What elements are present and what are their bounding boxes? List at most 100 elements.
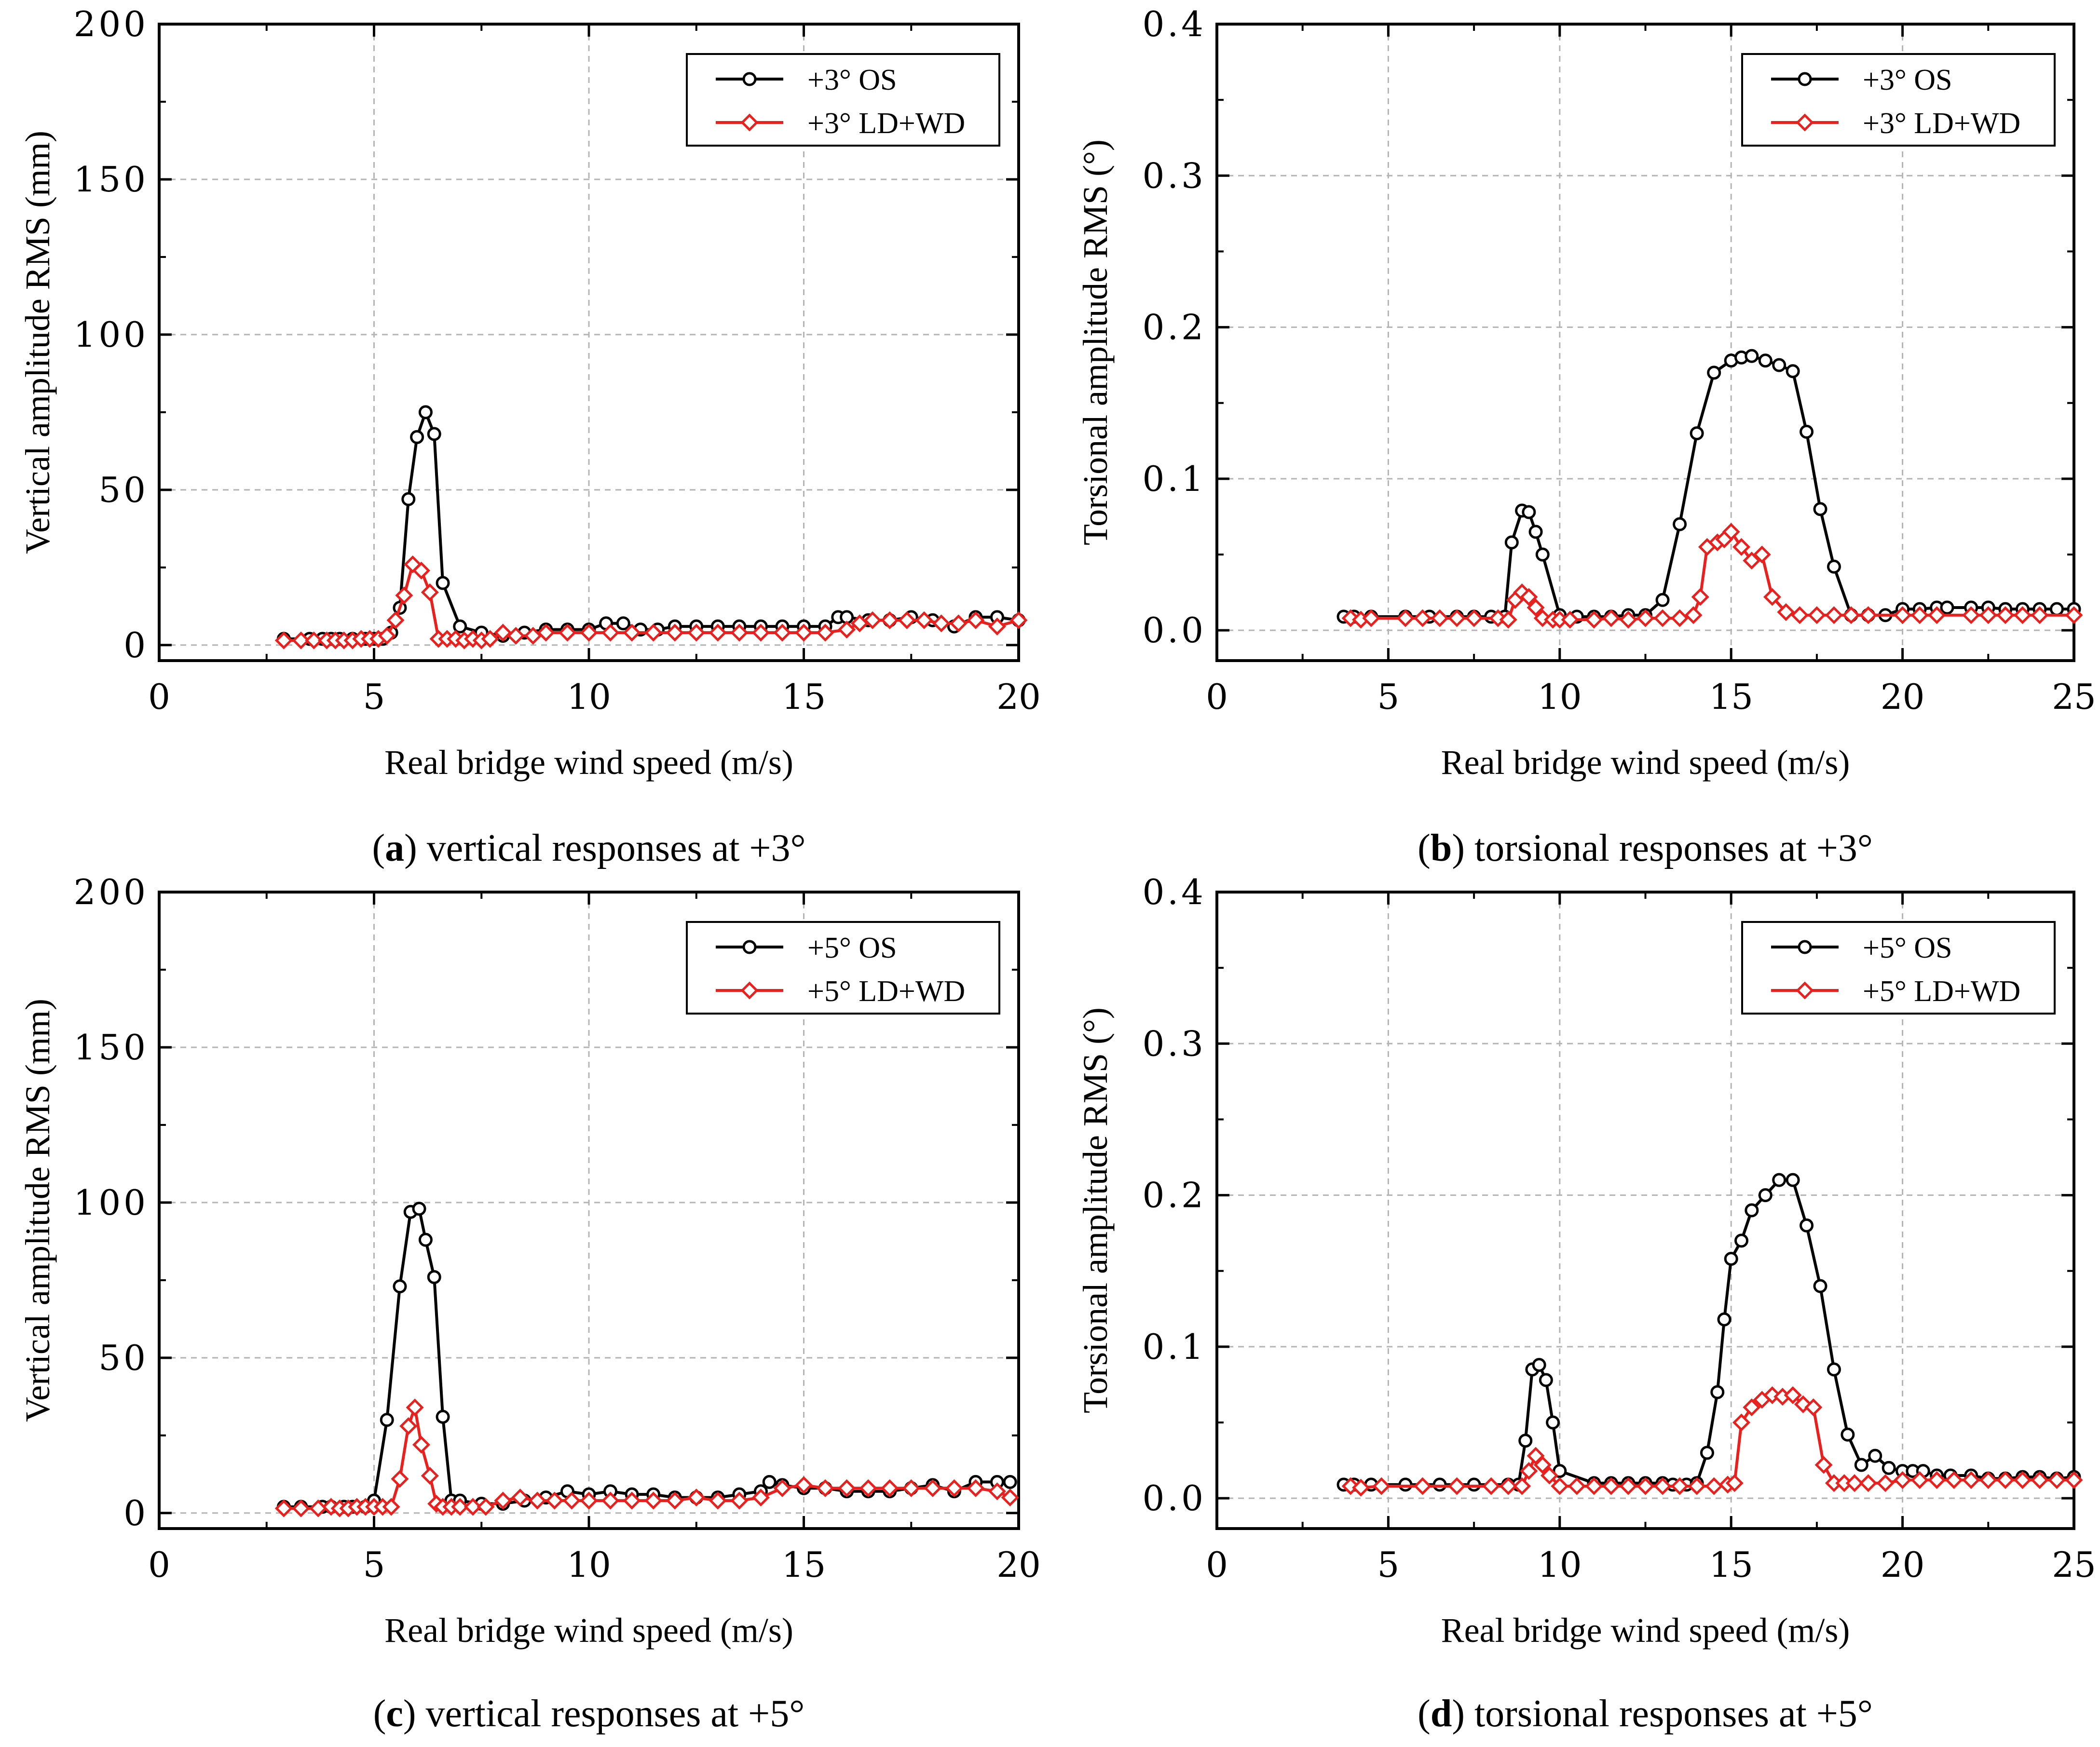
data-point [1786,364,1800,379]
data-point [1859,606,1878,624]
x-tick-label: 20 [996,1544,1041,1585]
data-point [740,981,759,1000]
data-point [1568,1477,1586,1495]
panel-caption: (d) torsional responses at +5° [1418,1693,1873,1735]
panel-caption: (b) torsional responses at +3° [1418,827,1873,869]
data-point [687,1489,706,1507]
data-point [1800,1218,1814,1232]
data-point [1758,1188,1773,1203]
x-tick-label: 20 [1881,677,1925,717]
data-point [1540,1466,1559,1485]
data-point [1482,1477,1500,1495]
data-point [1527,598,1545,617]
data-point [644,623,663,642]
legend-label: +5° LD+WD [807,975,965,1008]
data-point [932,614,951,633]
data-point [1707,366,1721,380]
data-point [1845,1474,1864,1492]
data-point [1655,593,1670,607]
data-point [391,1470,409,1488]
data-point [1520,1462,1538,1480]
data-point [1928,606,1946,624]
x-tick-label: 20 [996,677,1041,717]
y-tick-label: 0.4 [1142,4,1206,44]
data-point [1798,72,1812,86]
y-tick-label: 0.3 [1142,155,1206,196]
data-point [709,623,727,642]
data-point [580,1491,598,1510]
y-axis-label: Vertical amplitude RMS (mm) [18,999,57,1422]
legend: +5° OS +5° LD+WD [1741,921,2056,1015]
y-tick-label: 0.1 [1142,459,1206,499]
data-point [1705,1477,1723,1495]
data-point [1465,609,1483,627]
data-point [378,626,396,645]
data-point [292,1499,310,1517]
y-tick-label: 100 [74,314,149,355]
x-tick-label: 0 [148,1544,170,1585]
data-point [562,1491,581,1510]
data-point [1945,1471,1963,1489]
data-point [1688,1477,1706,1495]
y-axis-label: Torsional amplitude RMS (°) [1076,139,1115,545]
data-point [816,623,834,642]
data-point [511,1489,529,1507]
x-tick-label: 25 [2052,1544,2096,1585]
data-point [436,576,450,590]
data-point [902,1479,920,1497]
data-point [380,1413,394,1427]
data-point [623,623,641,642]
x-tick-label: 10 [1538,1544,1582,1585]
x-axis-label: Real bridge wind speed (m/s) [384,1611,793,1650]
data-point [1520,588,1538,606]
data-point [274,1499,293,1517]
data-point [1743,552,1761,570]
data-point [1722,523,1740,541]
x-tick-label: 5 [1377,677,1399,717]
data-point [644,1491,663,1510]
data-point [1841,1427,1855,1442]
data-point [1882,1461,1896,1475]
data-point [881,1479,899,1497]
data-point [687,623,706,642]
data-point [580,623,598,642]
data-point [1003,1475,1017,1489]
data-point [453,619,467,634]
y-tick-label: 100 [74,1182,149,1223]
data-point [436,1409,450,1424]
data-point [1804,1398,1823,1417]
data-point [1352,1478,1370,1497]
data-point [1499,610,1517,629]
data-point [494,623,512,642]
data-point [988,617,1006,636]
data-point [1800,424,1814,439]
data-point [477,1498,495,1516]
data-point [1796,981,1814,1000]
data-point [924,1479,942,1497]
data-point [1532,1358,1546,1372]
data-point [1894,606,1912,624]
x-tick-label: 5 [363,1544,385,1585]
data-point [742,940,757,954]
data-point [1710,1385,1725,1399]
y-axis-label: Vertical amplitude RMS (mm) [18,131,57,554]
data-point [1910,1471,1929,1489]
series-ld-wd [1341,1386,2083,1497]
data-point [915,611,933,629]
legend-box [686,921,1000,1015]
data-point [1894,1471,1912,1489]
series-os [1336,1173,2081,1492]
data-point [274,631,293,650]
x-tick-label: 0 [1206,677,1228,717]
data-point [558,623,576,642]
data-point [399,1417,418,1436]
data-point [945,1479,963,1497]
data-point [1001,1489,1019,1507]
legend-label: +3° LD+WD [807,107,965,140]
data-point [988,1482,1006,1501]
data-point [494,1491,512,1510]
data-point [1732,1413,1751,1432]
data-point [1398,1477,1413,1492]
x-axis-label: Real bridge wind speed (m/s) [384,743,793,782]
